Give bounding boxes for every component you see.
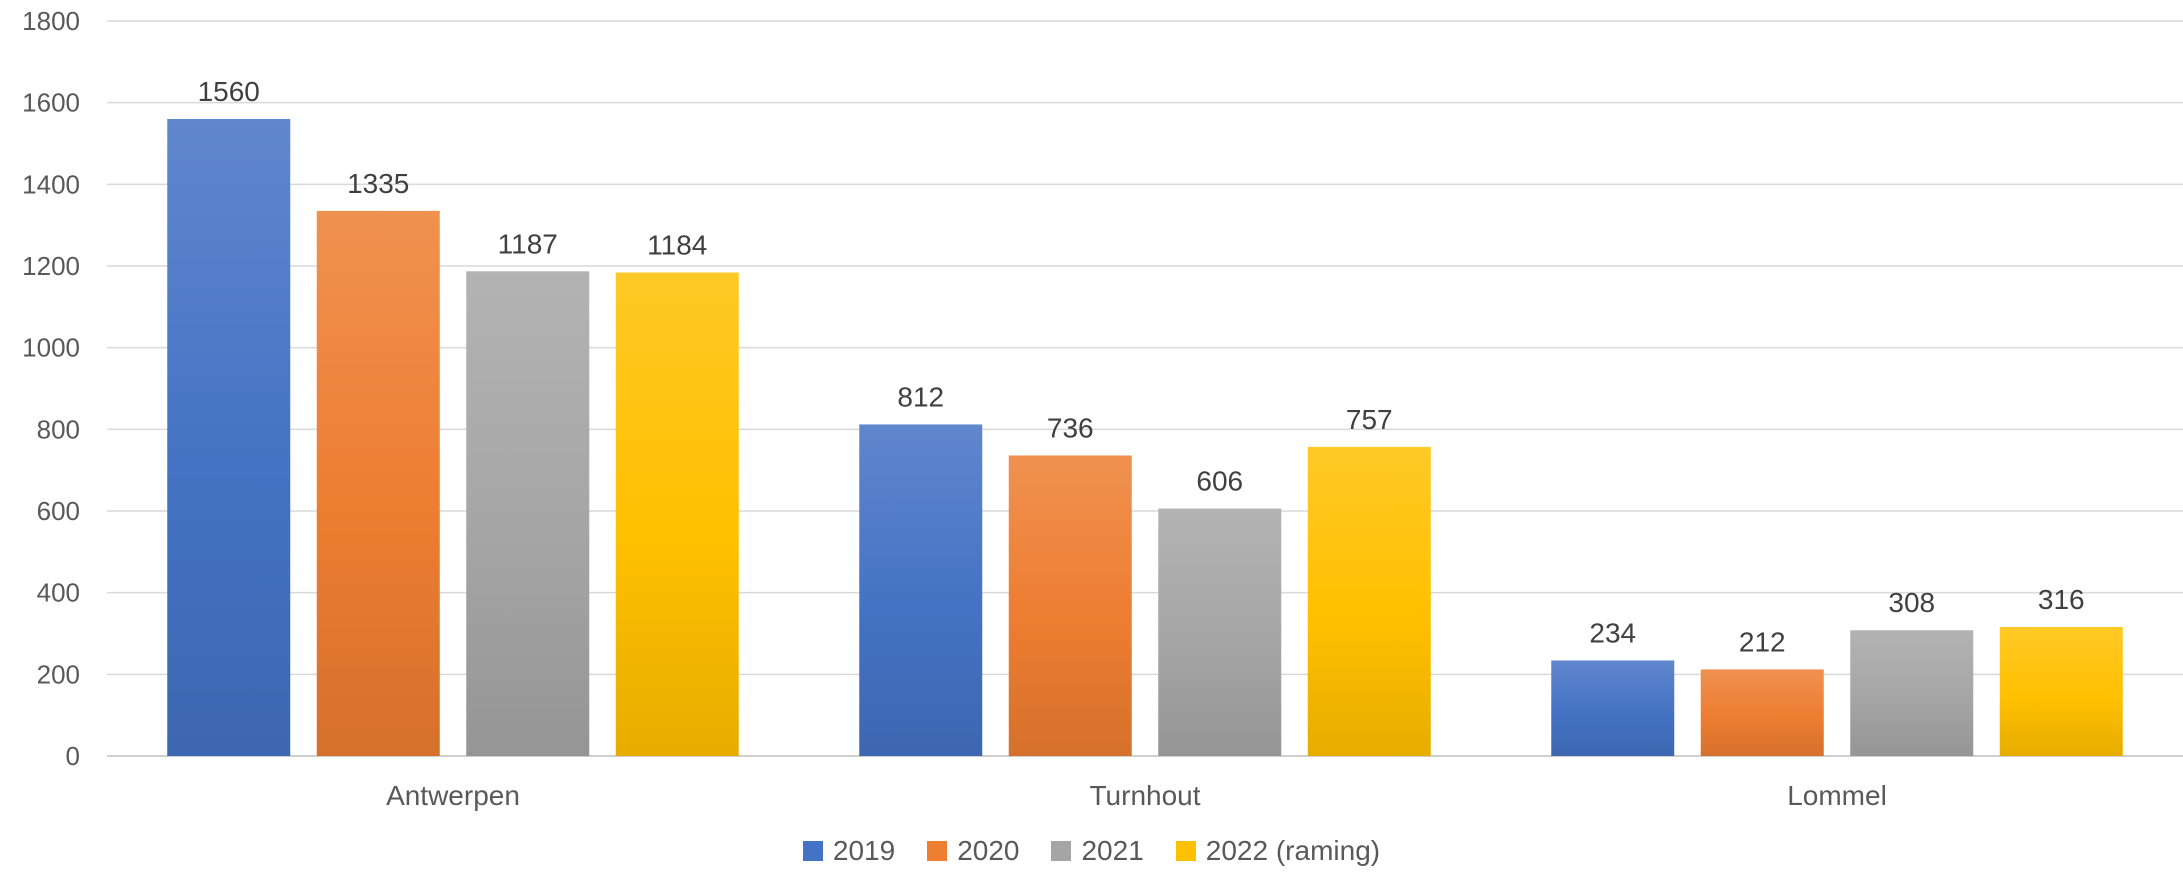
bar	[859, 424, 983, 756]
y-tick-label: 1200	[22, 251, 80, 281]
y-tick-label: 800	[37, 414, 80, 444]
x-tick-label: Lommel	[1787, 780, 1887, 811]
bar	[615, 272, 739, 756]
legend-swatch	[1175, 841, 1196, 861]
y-axis-ticks: 0 200 400 600 800 1000 1200 1400 1600 1800	[22, 6, 80, 771]
y-tick-label: 400	[37, 578, 80, 608]
data-label: 1187	[498, 228, 558, 259]
data-label: 1335	[347, 168, 409, 199]
legend-item: 2019	[802, 835, 896, 867]
bar	[466, 271, 590, 756]
bar	[316, 210, 440, 756]
bar	[1551, 660, 1675, 756]
y-tick-label: 1600	[22, 88, 80, 118]
x-axis-ticks: Antwerpen Turnhout Lommel	[386, 780, 1887, 811]
y-tick-label: 600	[37, 496, 80, 526]
legend-item: 2021	[1051, 835, 1144, 867]
legend-swatch	[1051, 841, 1072, 861]
bar-chart: 0 200 400 600 800 1000 1200 1400 1600 1800 1560 13…	[22, 6, 2183, 811]
legend-label: 2022 (raming)	[1205, 835, 1381, 866]
x-tick-label: Antwerpen	[386, 780, 520, 811]
data-label: 757	[1346, 404, 1393, 435]
y-tick-label: 1800	[22, 6, 80, 36]
data-label: 308	[1888, 587, 1935, 618]
data-label: 1560	[198, 76, 260, 107]
data-label: 316	[2038, 584, 2085, 615]
y-tick-label: 0	[66, 741, 80, 771]
bar	[167, 119, 291, 756]
bar	[1008, 455, 1132, 756]
y-tick-label: 1400	[22, 169, 80, 199]
y-tick-label: 1000	[22, 333, 80, 363]
legend-swatch	[927, 841, 948, 861]
legend-label: 2020	[957, 835, 1020, 866]
data-label: 234	[1589, 617, 1636, 648]
data-label: 736	[1047, 412, 1094, 443]
data-label: 1184	[647, 230, 707, 261]
y-tick-label: 200	[37, 659, 80, 689]
bar	[1158, 508, 1282, 756]
legend-label: 2021	[1081, 835, 1144, 866]
legend: 2019 2020 2021 2022 (raming)	[0, 835, 2183, 867]
x-tick-label: Turnhout	[1089, 780, 1200, 811]
data-label: 606	[1196, 466, 1243, 497]
bar	[1700, 669, 1824, 756]
bars	[167, 119, 2123, 756]
legend-label: 2019	[832, 835, 896, 866]
data-label: 212	[1739, 626, 1786, 657]
gridlines	[107, 20, 2183, 757]
legend-item: 2022 (raming)	[1175, 835, 1381, 867]
legend-item: 2020	[927, 835, 1019, 867]
data-label: 812	[897, 381, 944, 412]
bar	[1850, 630, 1974, 756]
bar	[1307, 446, 1431, 756]
legend-swatch	[802, 841, 823, 861]
bar	[1999, 626, 2123, 756]
data-labels: 1560 1335 1187 1184 812 736 606 757 234 212 308 316	[198, 76, 2085, 657]
